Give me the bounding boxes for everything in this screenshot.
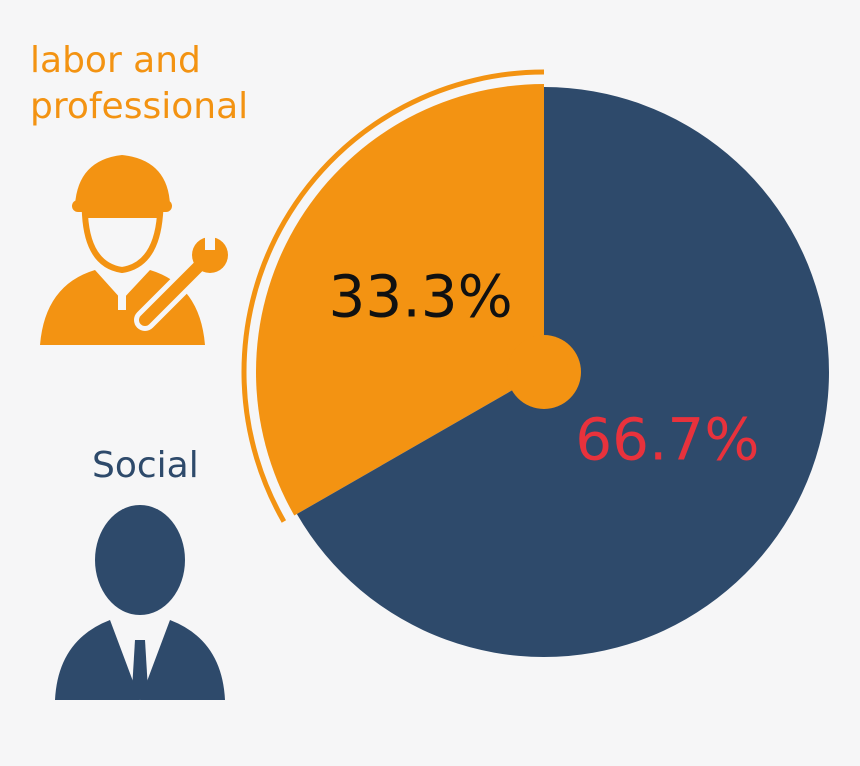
person-icon (55, 505, 225, 700)
center-dot (507, 335, 581, 409)
category-label: Social (92, 445, 199, 486)
category-label: labor and professional (30, 40, 249, 127)
slice-outline (241, 69, 545, 523)
value-label: 33.3% (329, 263, 513, 331)
pie: 33.3% 66.7% (241, 69, 830, 657)
pie-slice (256, 84, 544, 516)
worker-icon (40, 155, 228, 345)
value-label: 66.7% (575, 405, 759, 473)
